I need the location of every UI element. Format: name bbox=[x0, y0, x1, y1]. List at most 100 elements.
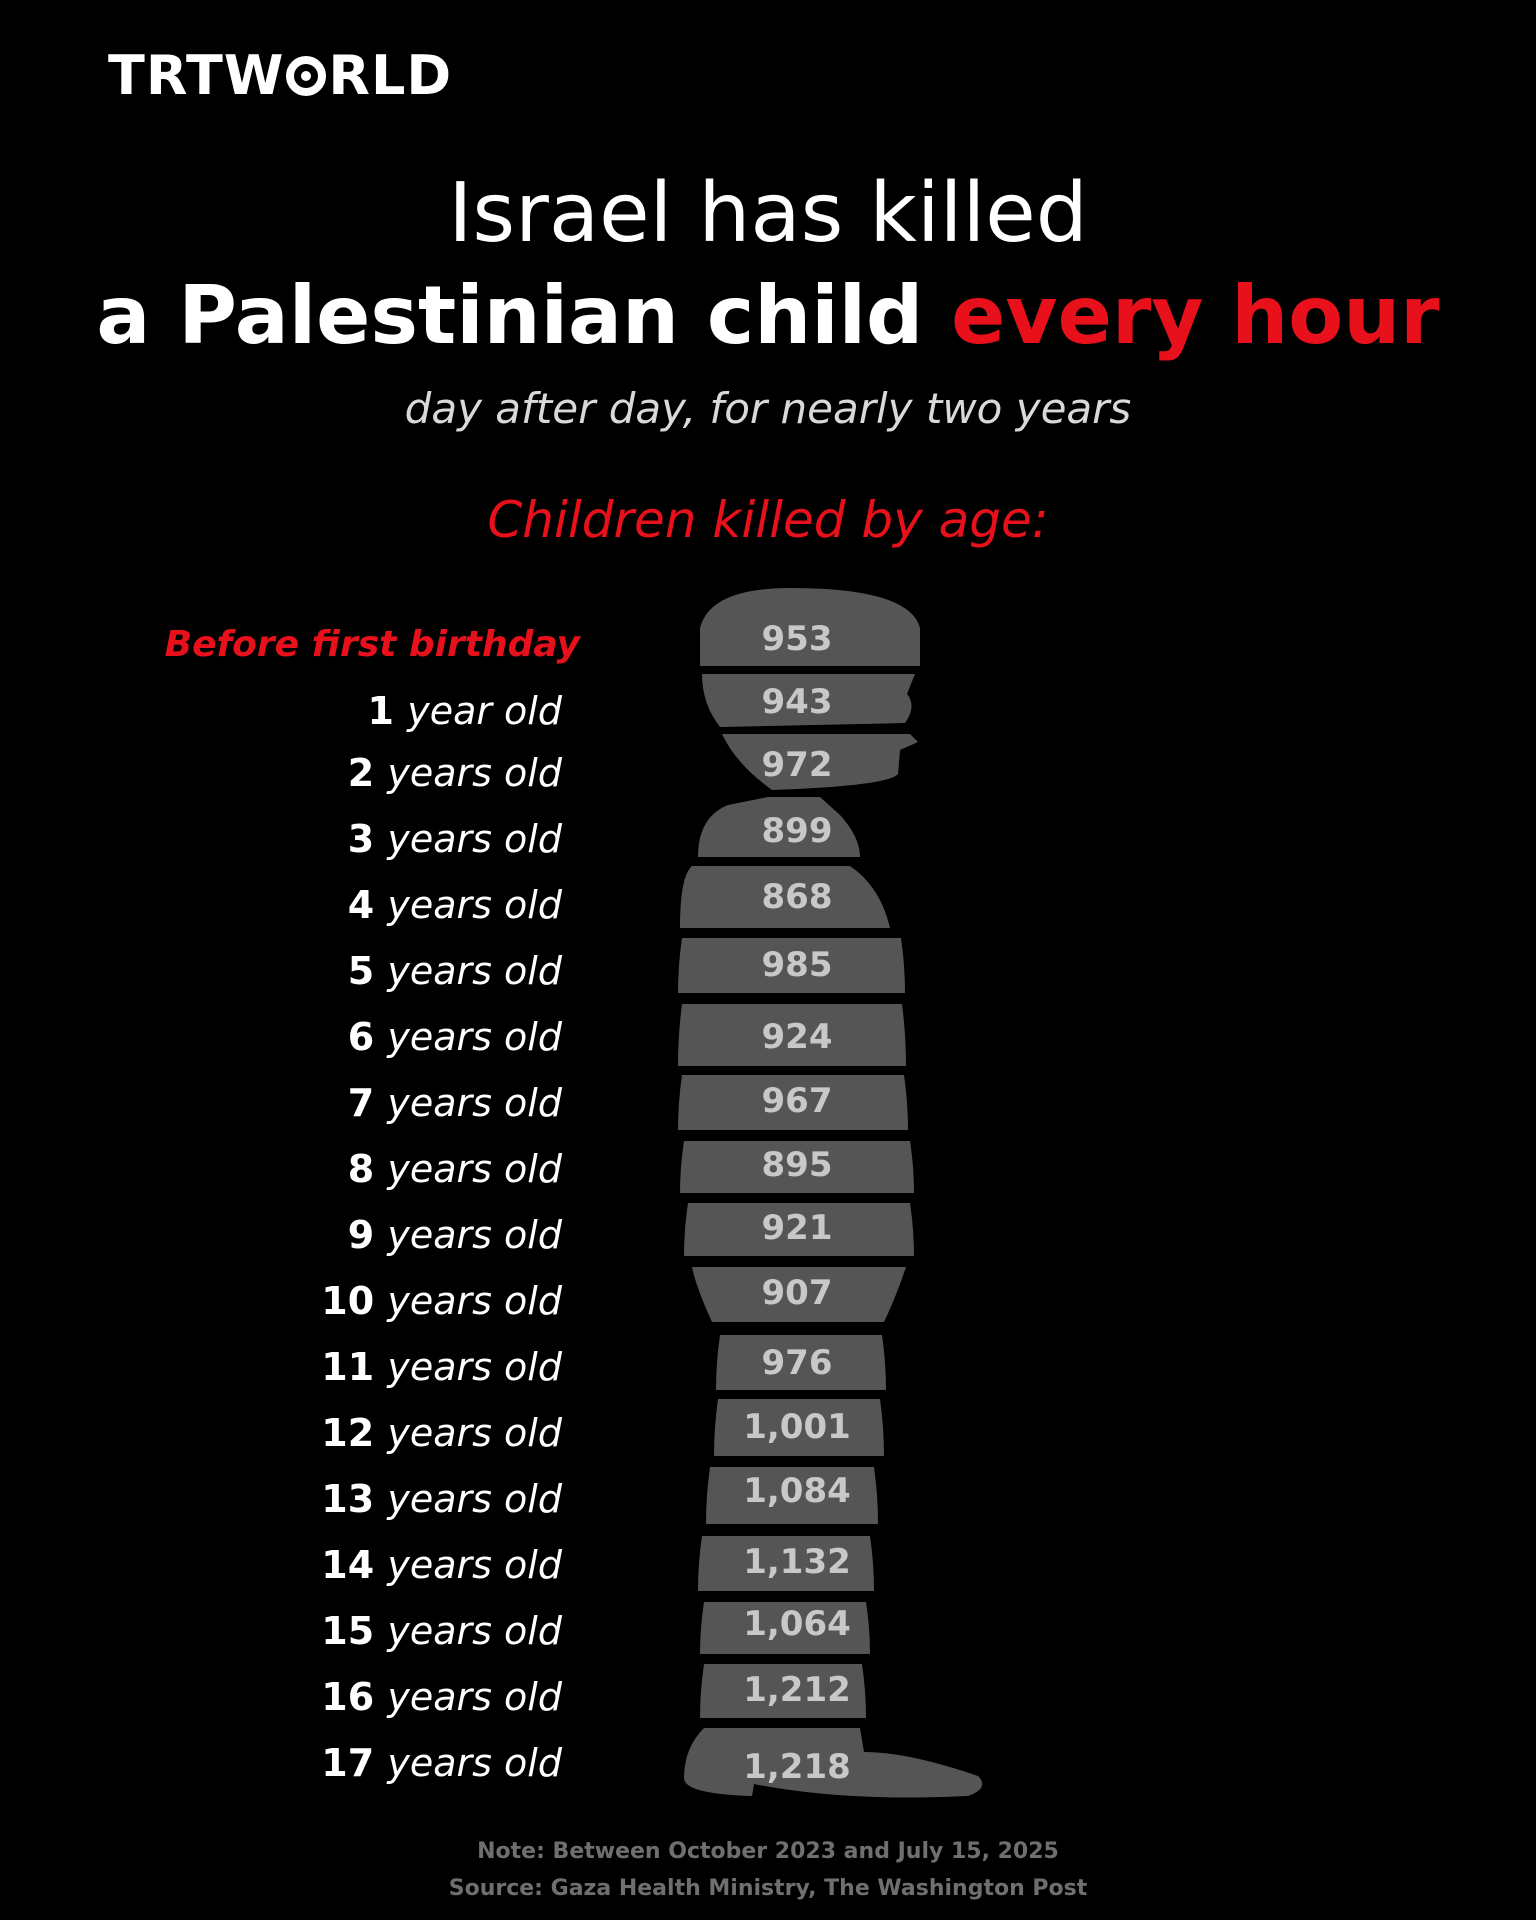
age-band-2: 972 2 years old bbox=[348, 734, 918, 795]
category-label-11: 11 years old bbox=[321, 1345, 563, 1389]
value-label-3: 899 bbox=[762, 811, 833, 851]
category-age-unit-8: years old bbox=[386, 1147, 562, 1191]
category-age-unit-6: years old bbox=[386, 1015, 562, 1059]
category-label-3: 3 years old bbox=[348, 817, 563, 861]
silhouette-slice-9 bbox=[684, 1203, 914, 1256]
category-label-6: 6 years old bbox=[348, 1015, 563, 1059]
age-band-7: 967 7 years old bbox=[348, 1075, 908, 1130]
category-age-number-10: 10 bbox=[321, 1279, 387, 1323]
trtworld-logo: TRTW RLD bbox=[108, 46, 452, 106]
category-age-unit-2: years old bbox=[386, 751, 562, 795]
category-age-unit-13: years old bbox=[386, 1477, 562, 1521]
value-label-12: 1,001 bbox=[743, 1407, 851, 1447]
category-age-number-9: 9 bbox=[348, 1213, 388, 1257]
logo-text-prefix: TRTW bbox=[108, 44, 285, 107]
category-age-number-12: 12 bbox=[321, 1411, 387, 1455]
category-label-5: 5 years old bbox=[348, 949, 563, 993]
category-age-number-5: 5 bbox=[348, 949, 388, 993]
age-band-6: 924 6 years old bbox=[348, 1004, 906, 1066]
age-band-8: 895 8 years old bbox=[348, 1141, 914, 1193]
age-band-17: 1,218 17 years old bbox=[321, 1728, 983, 1798]
silhouette-slice-14 bbox=[698, 1536, 874, 1591]
silhouette-slice-15 bbox=[700, 1602, 870, 1654]
category-age-number-17: 17 bbox=[321, 1741, 387, 1785]
category-age-unit-10: years old bbox=[386, 1279, 562, 1323]
silhouette-slice-7 bbox=[678, 1075, 908, 1130]
category-age-number-1: 1 bbox=[368, 689, 408, 733]
category-label-14: 14 years old bbox=[321, 1543, 563, 1587]
age-band-3: 899 3 years old bbox=[348, 797, 860, 861]
category-age-number-14: 14 bbox=[321, 1543, 387, 1587]
age-band-1: 943 1 year old bbox=[368, 674, 915, 733]
silhouette-slice-0 bbox=[700, 588, 920, 666]
value-label-2: 972 bbox=[762, 745, 833, 785]
age-band-12: 1,001 12 years old bbox=[321, 1399, 884, 1456]
age-band-11: 976 11 years old bbox=[321, 1335, 886, 1390]
category-age-number-6: 6 bbox=[348, 1015, 388, 1059]
category-label-16: 16 years old bbox=[321, 1675, 563, 1719]
age-band-15: 1,064 15 years old bbox=[321, 1602, 870, 1654]
silhouette-slice-10 bbox=[692, 1267, 906, 1322]
footnote-source: Source: Gaza Health Ministry, The Washin… bbox=[448, 1876, 1088, 1901]
value-label-0: 953 bbox=[762, 619, 833, 659]
silhouette-slice-13 bbox=[706, 1467, 878, 1524]
category-age-unit-12: years old bbox=[386, 1411, 562, 1455]
category-age-unit-4: years old bbox=[386, 883, 562, 927]
category-age-unit-14: years old bbox=[386, 1543, 562, 1587]
age-band-4: 868 4 years old bbox=[348, 866, 890, 928]
category-age-unit-15: years old bbox=[386, 1609, 562, 1653]
value-label-6: 924 bbox=[762, 1017, 833, 1057]
category-age-number-13: 13 bbox=[321, 1477, 387, 1521]
category-age-unit-1: year old bbox=[406, 689, 563, 733]
age-band-14: 1,132 14 years old bbox=[321, 1536, 874, 1591]
category-age-unit-9: years old bbox=[386, 1213, 562, 1257]
value-label-8: 895 bbox=[762, 1145, 833, 1185]
value-label-7: 967 bbox=[762, 1081, 833, 1121]
value-label-9: 921 bbox=[762, 1208, 833, 1248]
category-age-number-15: 15 bbox=[321, 1609, 387, 1653]
category-age-unit-3: years old bbox=[386, 817, 562, 861]
category-label-17: 17 years old bbox=[321, 1741, 563, 1785]
silhouette-slice-11 bbox=[716, 1335, 886, 1390]
age-band-9: 921 9 years old bbox=[348, 1203, 914, 1257]
age-band-13: 1,084 13 years old bbox=[321, 1467, 878, 1524]
category-label-13: 13 years old bbox=[321, 1477, 563, 1521]
silhouette-slice-2 bbox=[722, 734, 918, 790]
category-label-9: 9 years old bbox=[348, 1213, 563, 1257]
category-label-7: 7 years old bbox=[348, 1081, 563, 1125]
category-age-number-3: 3 bbox=[348, 817, 388, 861]
category-age-number-16: 16 bbox=[321, 1675, 387, 1719]
silhouette-slice-3 bbox=[698, 797, 860, 857]
silhouette-slice-17 bbox=[684, 1728, 983, 1798]
headline-accent: every hour bbox=[951, 269, 1440, 362]
category-age-unit-11: years old bbox=[386, 1345, 562, 1389]
category-age-number-4: 4 bbox=[348, 883, 388, 927]
silhouette-slice-4 bbox=[680, 866, 890, 928]
category-age-number-11: 11 bbox=[321, 1345, 387, 1389]
value-label-16: 1,212 bbox=[743, 1670, 851, 1710]
value-label-1: 943 bbox=[762, 682, 833, 722]
category-label-10: 10 years old bbox=[321, 1279, 563, 1323]
value-label-14: 1,132 bbox=[743, 1542, 851, 1582]
category-label-12: 12 years old bbox=[321, 1411, 563, 1455]
age-band-5: 985 5 years old bbox=[348, 938, 905, 993]
category-age-unit-5: years old bbox=[386, 949, 562, 993]
value-label-13: 1,084 bbox=[743, 1471, 851, 1511]
value-label-4: 868 bbox=[762, 877, 833, 917]
silhouette-slice-1 bbox=[702, 674, 915, 727]
category-label-1: 1 year old bbox=[368, 689, 563, 733]
logo-text-suffix: RLD bbox=[328, 44, 453, 107]
footnote-note: Note: Between October 2023 and July 15, … bbox=[477, 1839, 1059, 1864]
category-age-number-2: 2 bbox=[348, 751, 388, 795]
headline-line-2-start: a Palestinian child bbox=[96, 269, 952, 362]
age-band-0: 953 Before first birthday bbox=[165, 588, 920, 666]
value-label-10: 907 bbox=[762, 1273, 833, 1313]
category-label-4: 4 years old bbox=[348, 883, 563, 927]
age-band-10: 907 10 years old bbox=[321, 1267, 906, 1323]
logo-o-mark-icon bbox=[286, 56, 327, 96]
category-age-number-7: 7 bbox=[348, 1081, 388, 1125]
silhouette-slice-16 bbox=[700, 1664, 866, 1718]
silhouette-slice-5 bbox=[678, 938, 905, 993]
value-label-17: 1,218 bbox=[743, 1747, 851, 1787]
